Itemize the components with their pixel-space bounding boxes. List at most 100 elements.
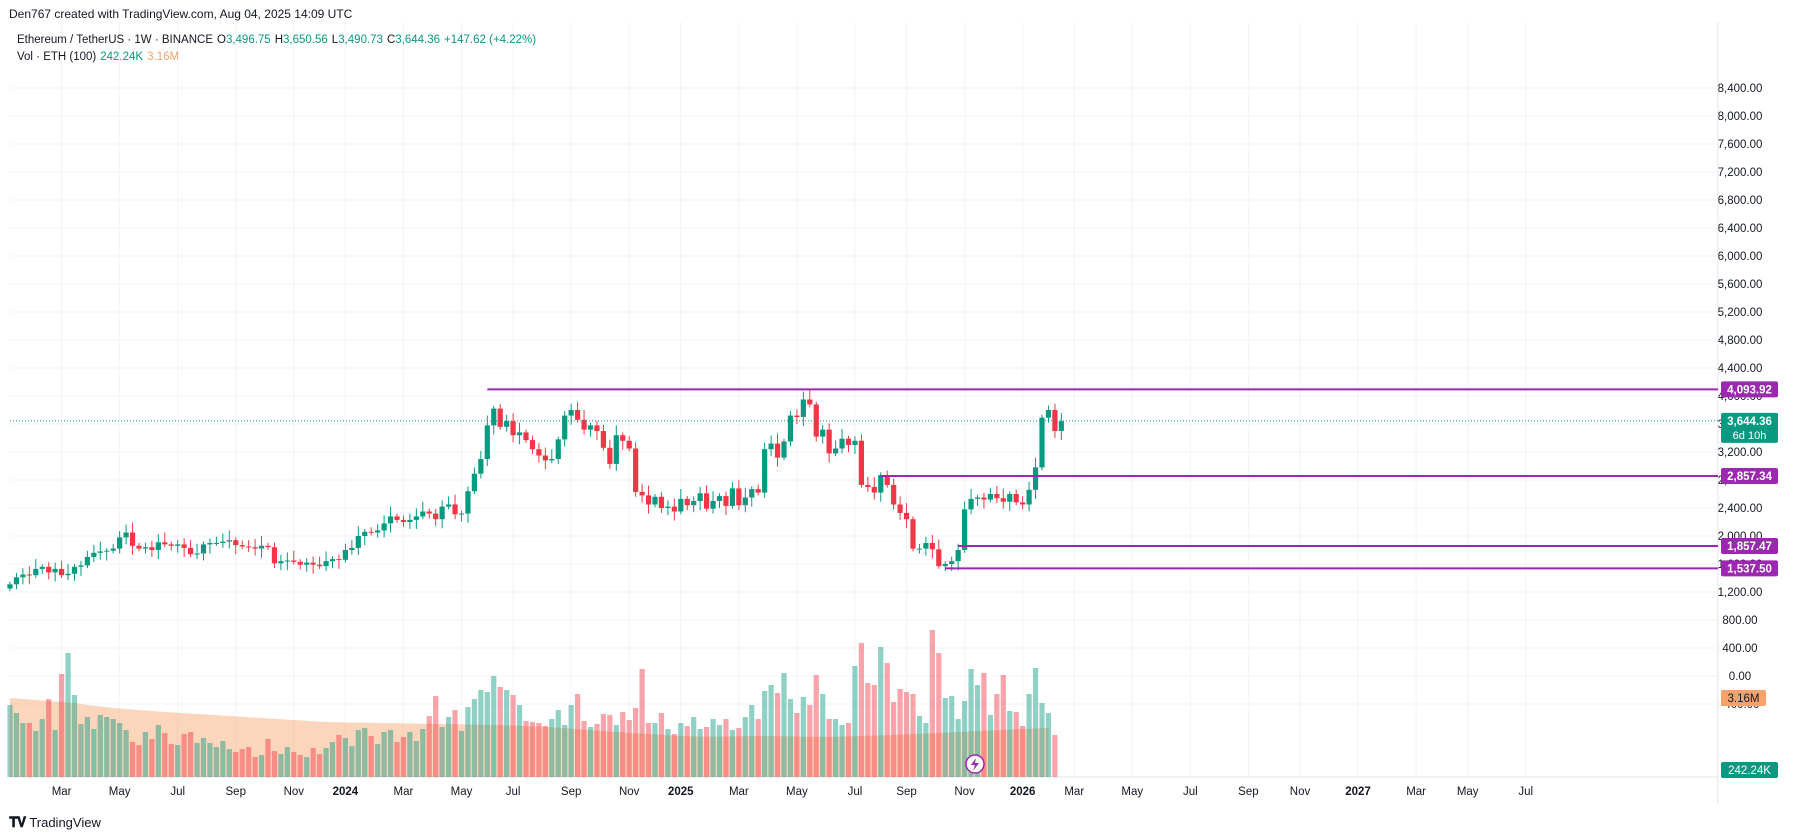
y-tick-label: 800.00 (1722, 615, 1757, 627)
candle-body (426, 511, 432, 514)
volume-bar (129, 742, 136, 777)
high-value: 3,650.56 (283, 34, 328, 46)
symbol-name[interactable]: Ethereum / TetherUS · 1W · BINANCE (17, 34, 213, 46)
candle-body (181, 544, 187, 548)
candle-body (39, 566, 45, 569)
candle-body (239, 545, 245, 547)
volume-bar (484, 692, 490, 777)
candle-body (807, 399, 813, 405)
candle-body (626, 440, 632, 449)
candle-body (213, 543, 219, 544)
candle-body (1020, 502, 1026, 505)
volume-bar (1007, 711, 1013, 777)
volume-bar (639, 669, 645, 777)
candle-body (117, 537, 123, 549)
lightning-bolt-icon (971, 758, 979, 771)
volume-label[interactable]: Vol · ETH (100) (17, 51, 97, 63)
volume-bar (749, 705, 755, 777)
volume-ma-tag (1721, 690, 1766, 706)
level-tag (1721, 381, 1778, 398)
candle-body (671, 506, 677, 512)
candle-body (149, 547, 155, 550)
volume-bar (175, 745, 181, 777)
volume-bar (1045, 713, 1052, 777)
volume-bar (858, 643, 864, 777)
volume-bar (478, 690, 484, 777)
candle-body (394, 516, 400, 520)
footer-brand[interactable]: 𝐓𝐕 TradingView (9, 814, 101, 831)
volume-bar (71, 695, 78, 777)
volume-bar (162, 733, 168, 777)
x-tick-label: Nov (619, 786, 640, 798)
y-tick-label: 5,600.00 (1718, 279, 1763, 291)
volume-bar (297, 755, 303, 777)
volume-bar (955, 719, 961, 777)
candle-body (297, 561, 303, 565)
volume-bar (458, 731, 465, 777)
volume-bar (310, 748, 316, 777)
x-tick-label: 2027 (1345, 786, 1371, 798)
volume-bar (510, 695, 516, 777)
volume-bar (736, 728, 742, 777)
high-label: H (274, 34, 284, 46)
candle-body (433, 513, 439, 520)
volume-bar (226, 749, 232, 777)
x-tick-label: 2025 (668, 786, 694, 798)
candle-body (71, 566, 78, 574)
candle-body (1013, 494, 1019, 503)
candle-body (510, 421, 516, 436)
volume-bar (626, 720, 632, 777)
volume-bar (91, 729, 97, 777)
candle-body (891, 484, 897, 505)
volume-bar (607, 715, 613, 777)
volume-legend[interactable]: Vol · ETH (100) 242.24K 3.16M (17, 51, 183, 63)
candle-body (1032, 467, 1039, 490)
candle-body (84, 557, 90, 566)
level-tag (1721, 537, 1778, 554)
low-value: 3,490.73 (338, 34, 383, 46)
x-tick-label: Mar (52, 786, 72, 798)
y-tick-label: 6,800.00 (1718, 195, 1763, 207)
x-tick-label: Nov (954, 786, 975, 798)
candle-body (974, 497, 981, 499)
candle-body (52, 568, 58, 573)
volume-bar (207, 743, 213, 777)
volume-bar (349, 746, 355, 777)
x-tick-label: May (1457, 786, 1479, 798)
candle-body (568, 410, 574, 416)
symbol-legend[interactable]: Ethereum / TetherUS · 1W · BINANCE O3,496… (17, 34, 540, 46)
candle-body (65, 573, 71, 576)
volume-bar (394, 742, 400, 777)
volume-bar (652, 723, 658, 777)
volume-bar (252, 757, 258, 777)
candle-body (271, 547, 278, 564)
x-tick-label: 2024 (333, 786, 359, 798)
candle-body (910, 519, 916, 549)
volume-bar (329, 742, 336, 777)
volume-bar (878, 647, 884, 777)
volume-bar (987, 715, 993, 777)
candle-body (516, 432, 523, 436)
volume-bar (981, 673, 987, 777)
candle-body (736, 488, 742, 506)
candle-body (845, 438, 852, 445)
candle-body (220, 541, 226, 543)
candle-body (658, 496, 665, 508)
candle-body (355, 536, 361, 548)
candle-body (633, 448, 639, 492)
y-tick-label: 4,800.00 (1718, 335, 1763, 347)
x-tick-label: May (451, 786, 473, 798)
candle-body (994, 494, 1000, 499)
candle-body (1045, 410, 1052, 418)
candle-body (46, 566, 52, 573)
level-tag-label: 1,537.50 (1727, 563, 1772, 575)
volume-bar (168, 744, 174, 777)
volume-bar (46, 699, 52, 777)
candle-body (962, 509, 968, 550)
volume-bar (949, 696, 955, 777)
candle-body (897, 504, 903, 513)
candle-body (839, 438, 845, 449)
volume-bar (123, 730, 129, 777)
volume-bar (1032, 668, 1039, 777)
